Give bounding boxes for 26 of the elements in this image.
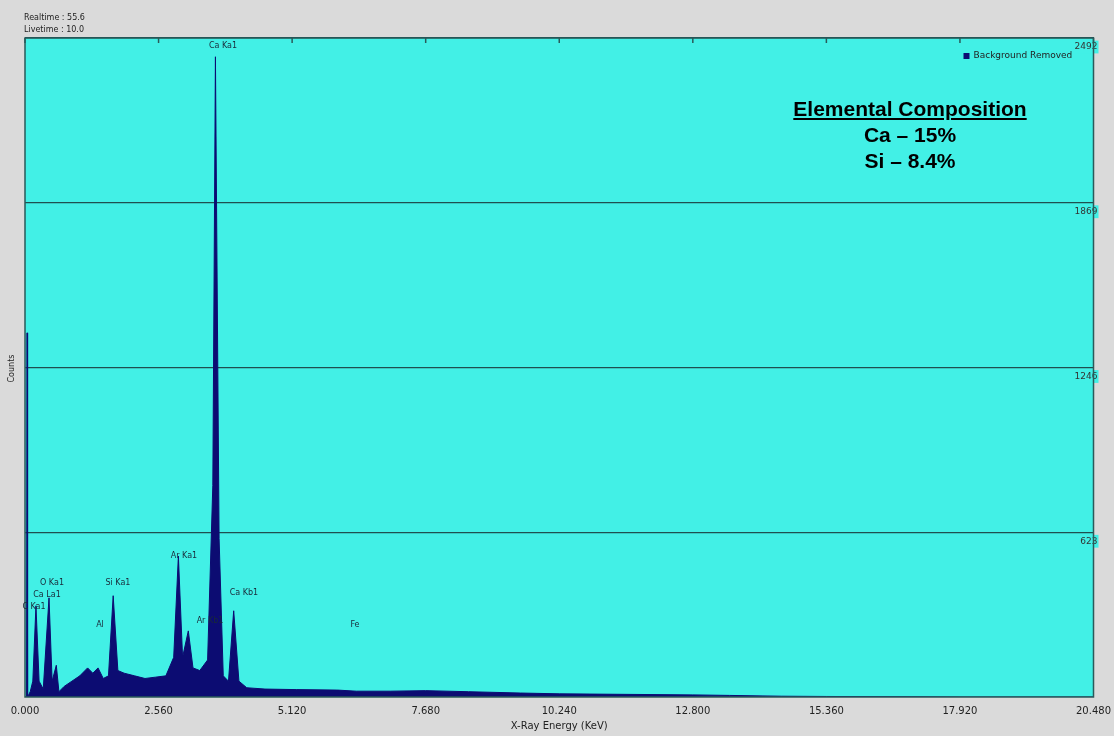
x-tick-label: 15.360 [808, 704, 844, 716]
text: Realtime : 55.6 [24, 12, 85, 24]
x-tick-label: 12.800 [675, 704, 711, 716]
x-tick-label: 2.560 [144, 704, 173, 716]
annotation: Elemental Composition [792, 96, 1028, 122]
annotation: Fe [350, 620, 360, 629]
x-tick-label: 17.920 [942, 704, 978, 716]
annotation: C Ka1 [22, 602, 46, 611]
annotation: Ca – 15% [862, 122, 958, 148]
annotation: Si Ka1 [105, 578, 131, 587]
annotation: Al [96, 620, 104, 629]
annotation: Si – 8.4% [863, 148, 957, 174]
annotation: Ca Kb1 [229, 588, 259, 597]
x-tick-label: 20.480 [1076, 704, 1111, 716]
x-tick-label: 0.000 [10, 704, 40, 716]
text: Livetime : 10.0 [24, 24, 85, 36]
annotation: O Ka1 [40, 578, 64, 587]
annotation: Ar Ka1 [170, 551, 198, 560]
x-tick-label: 7.680 [411, 704, 441, 716]
annotation: Ca Ka1 [208, 41, 238, 50]
annotation: Ca La1 [33, 590, 61, 599]
x-tick-label: 10.240 [541, 704, 577, 716]
x-tick-label: 5.120 [277, 704, 307, 716]
y-axis-title: Counts [6, 353, 16, 385]
x-axis-title: X-Ray Energy (KeV) [510, 719, 608, 731]
legend-label: Background Removed [973, 50, 1073, 61]
